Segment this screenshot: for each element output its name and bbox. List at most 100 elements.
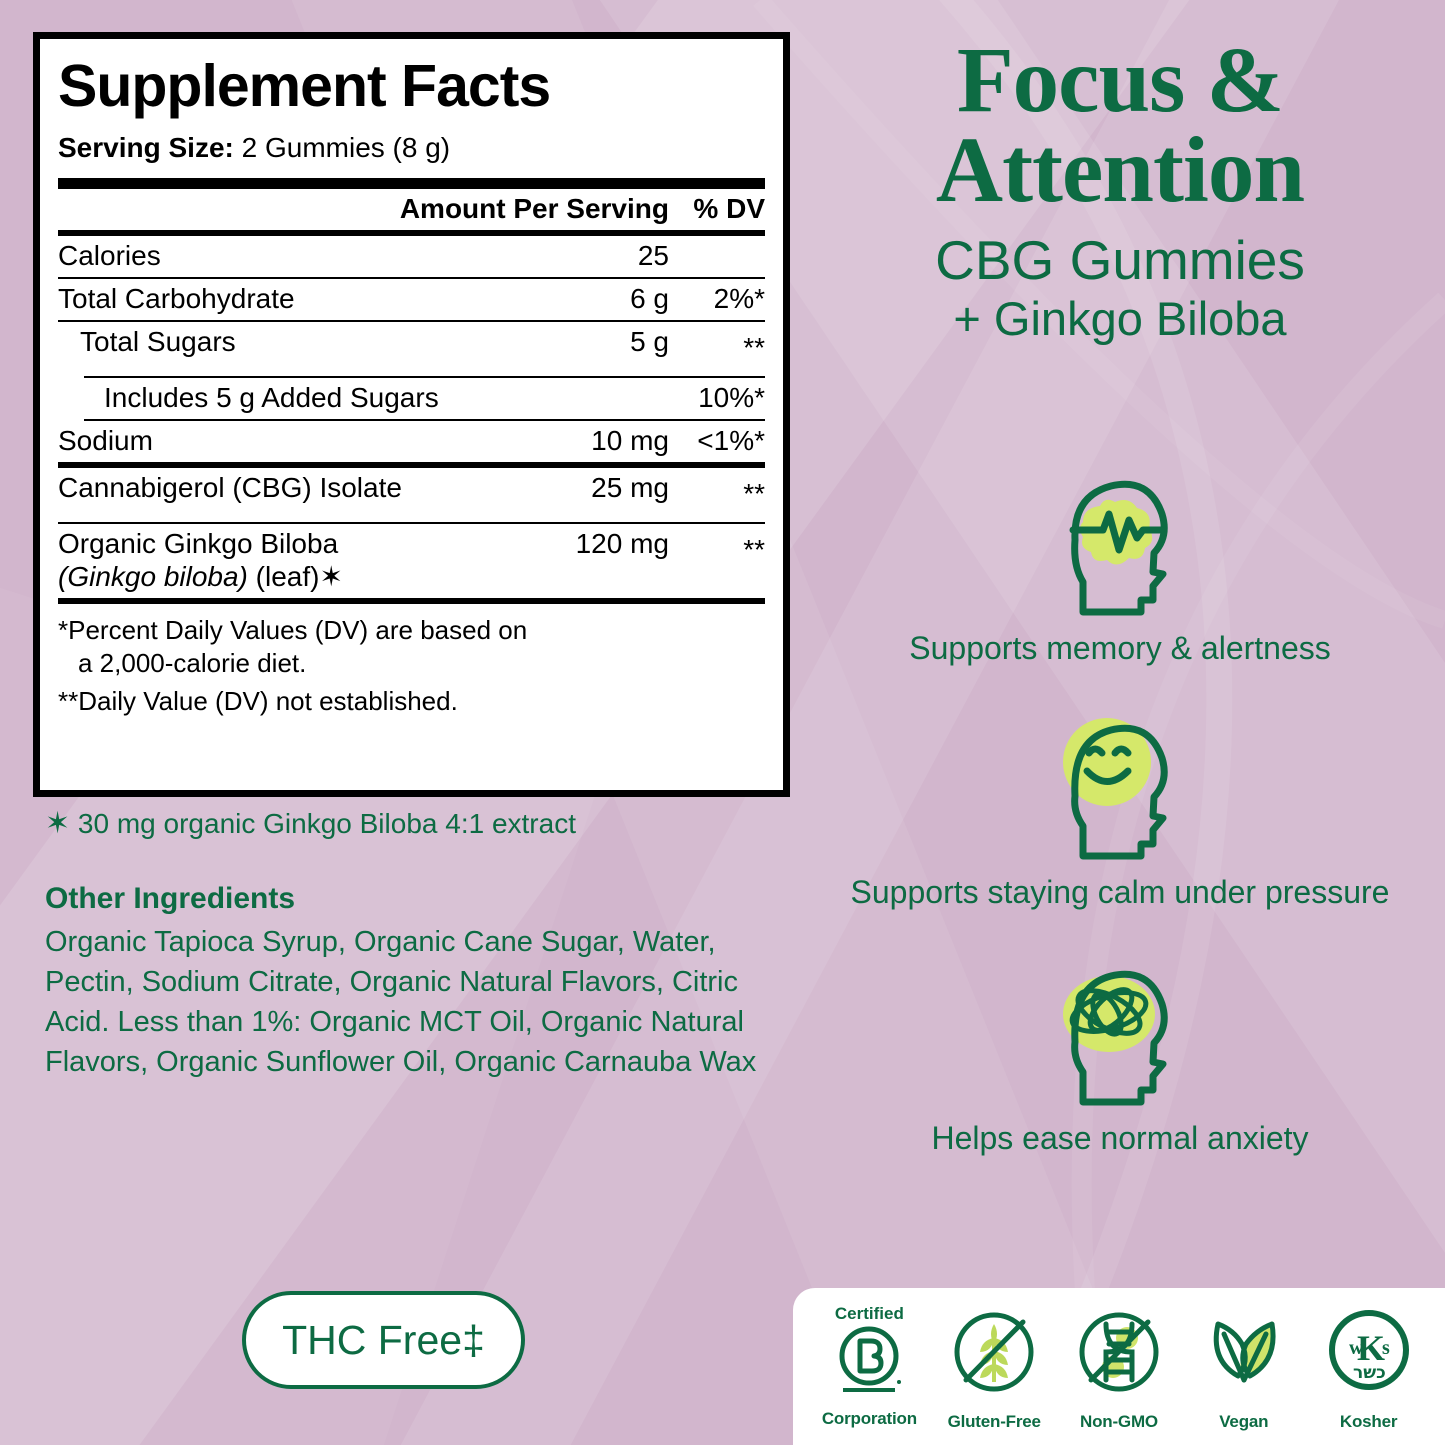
extract-note: ✶ 30 mg organic Ginkgo Biloba 4:1 extrac… [45,806,805,841]
active-rows-2: Organic Ginkgo Biloba (Ginkgo biloba) (l… [58,524,765,598]
nutrient-amount: 5 g [630,326,669,357]
nutrient-amount: 10 mg [591,424,669,456]
column-header-amount: Amount Per Serving [399,193,669,224]
supplement-facts-panel: Supplement Facts Serving Size: 2 Gummies… [33,32,790,797]
supplement-facts-table: Amount Per Serving % DV [58,189,765,230]
nutrient-name: Total Sugars [80,326,236,357]
table-row-total-sugars: Total Sugars 5 g ** [58,322,765,376]
non-gmo-icon [1079,1312,1159,1391]
active-dv: ** [743,477,765,509]
benefit-item-memory: Supports memory & alertness [820,462,1420,667]
divider-before-actives [58,461,765,468]
other-ingredients-heading: Other Ingredients [45,882,296,915]
benefit-caption: Supports memory & alertness [909,630,1331,666]
active-rows-1: Cannabigerol (CBG) Isolate 25 mg ** [58,468,765,522]
nutrient-rows: Calories 25 [58,236,765,277]
svg-text:כשר: כשר [1353,1363,1386,1383]
active-dv: ** [743,533,765,565]
vegan-leaf-icon [1213,1321,1276,1382]
table-row-total-carbohydrate: Total Carbohydrate 6 g 2%* [58,279,765,320]
other-ingredients-body: Organic Tapioca Syrup, Organic Cane Suga… [45,926,757,1079]
footnote-dv-not-established: **Daily Value (DV) not established. [58,686,458,717]
serving-size-label: Serving Size: [58,132,234,163]
table-header-row: Amount Per Serving % DV [58,189,765,230]
table-row-added-sugars: Includes 5 g Added Sugars 10%* [58,378,765,419]
vegan-label: Vegan [1219,1411,1269,1431]
divider-row-1 [58,277,765,279]
product-headline: Focus & Attention CBG Gummies + Ginkgo B… [820,29,1420,346]
nutrient-rows-3: Total Sugars 5 g ** [58,322,765,376]
divider-row-2 [58,320,765,322]
b-corp-label: Corporation [821,1409,917,1428]
column-header-dv: % DV [693,193,765,224]
headline-line-2: Attention [935,119,1305,223]
nutrient-name: Sodium [58,424,153,456]
kosher-wks-icon: w K s כשר [1328,1309,1409,1390]
nutrient-dv: 2%* [713,283,765,314]
active-amount: 25 mg [591,471,669,503]
divider-thick-top [58,178,765,189]
svg-text:K: K [1357,1328,1385,1368]
benefit-item-anxiety: Helps ease normal anxiety [820,952,1420,1157]
nutrient-rows-2: Total Carbohydrate 6 g 2%* [58,279,765,320]
svg-text:w: w [1349,1337,1364,1359]
active-amount: 120 mg [575,527,669,559]
non-gmo-label: Non-GMO [1080,1411,1158,1431]
svg-text:s: s [1382,1337,1390,1359]
certification-b-corp: Certified Corporation [811,1304,927,1429]
head-brainwave-icon [820,462,1420,620]
footnotes: *Percent Daily Values (DV) are based on … [58,604,765,719]
divider-before-footnotes [58,597,765,604]
benefit-caption: Helps ease normal anxiety [931,1120,1309,1156]
nutrient-dv: 10%* [698,381,765,413]
nutrient-name: Calories [58,240,161,271]
active-name: Cannabigerol (CBG) Isolate [58,471,402,503]
gluten-free-icon [954,1312,1034,1391]
thc-free-label: THC Free‡ [282,1316,485,1363]
supplement-facts-title: Supplement Facts [58,53,551,119]
table-row-sodium: Sodium 10 mg <1%* [58,421,765,462]
active-latin-name: (Ginkgo biloba) [58,560,248,592]
certification-kosher: w K s כשר Kosher [1311,1302,1427,1432]
nutrient-dv: <1%* [697,424,765,456]
nutrient-dv: ** [743,332,765,363]
active-plant-part: (leaf)✶ [247,560,343,592]
certification-badges-panel: Certified Corporation Gluten-Free [793,1288,1445,1445]
nutrient-amount: 6 g [630,283,669,314]
product-subtitle-secondary: + Ginkgo Biloba [953,292,1287,346]
table-row-ginkgo: Organic Ginkgo Biloba (Ginkgo biloba) (l… [58,524,765,598]
nutrient-name: Total Carbohydrate [58,283,295,314]
head-smiley-icon [820,706,1420,864]
footnote-dv-line2: a 2,000-calorie diet. [78,648,307,679]
extract-note-text: 30 mg organic Ginkgo Biloba 4:1 extract [77,808,576,839]
nutrient-amount: 25 [637,240,669,271]
divider-active-1 [58,521,765,524]
serving-size-value: 2 Gummies (8 g) [241,132,451,163]
certification-vegan: Vegan [1186,1302,1302,1432]
certification-gluten-free: Gluten-Free [936,1302,1052,1432]
nutrient-rows-5: Sodium 10 mg <1%* [58,421,765,462]
nutrient-dv [669,236,765,277]
active-name: Organic Ginkgo Biloba [58,527,339,559]
b-corp-top-label: Certified [834,1304,904,1323]
headline-line-1: Focus & [956,29,1284,132]
gluten-free-label: Gluten-Free [947,1411,1041,1431]
kosher-label: Kosher [1339,1411,1398,1431]
serving-size-row: Serving Size: 2 Gummies (8 g) [58,132,765,164]
table-row-cbg: Cannabigerol (CBG) Isolate 25 mg ** [58,468,765,522]
thc-free-badge: THC Free‡ [242,1291,525,1389]
product-subtitle: CBG Gummies [935,229,1305,292]
nutrient-name: Includes 5 g Added Sugars [104,381,439,413]
divider-row-3 [84,375,765,378]
table-row-calories: Calories 25 [58,236,765,277]
head-tangle-icon [820,952,1420,1110]
divider-under-header [58,230,765,236]
asterisk-symbol-icon: ✶ [45,807,71,840]
nutrient-rows-4: Includes 5 g Added Sugars 10%* [58,378,765,419]
benefit-item-calm: Supports staying calm under pressure [820,706,1420,911]
b-corp-icon [839,1326,902,1392]
certification-non-gmo: Non-GMO [1061,1302,1177,1432]
divider-row-4 [84,418,765,421]
benefit-caption: Supports staying calm under pressure [850,874,1390,910]
footnote-dv-line1: *Percent Daily Values (DV) are based on [58,614,528,645]
